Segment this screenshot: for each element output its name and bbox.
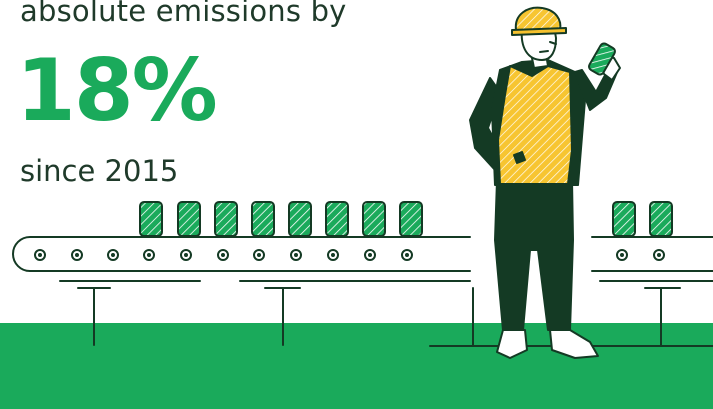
held-can-icon [588,42,616,76]
worker-figure [469,6,621,359]
headline-text: absolute emissions by [20,0,347,28]
conveyor-belt-icon [12,236,713,347]
can-icon [139,201,163,237]
can-icon [251,201,275,237]
right-shoe [549,329,599,359]
can-icon [325,201,349,237]
safety-vest [497,65,573,185]
can-icon [177,201,201,237]
can-icon [649,201,673,237]
vest-logo [513,151,526,164]
can-icon [288,201,312,237]
can-icon [399,201,423,237]
trousers [494,179,574,331]
hard-hat-icon [511,6,567,36]
ground-band [0,323,713,409]
can-icon-row [139,201,673,237]
can-icon [214,201,238,237]
subline-text: since 2015 [20,154,179,188]
can-icon [362,201,386,237]
conveyor-rollers [34,249,665,261]
percentage-figure: 18% [16,41,218,141]
can-icon [612,201,636,237]
left-shoe [496,329,528,359]
